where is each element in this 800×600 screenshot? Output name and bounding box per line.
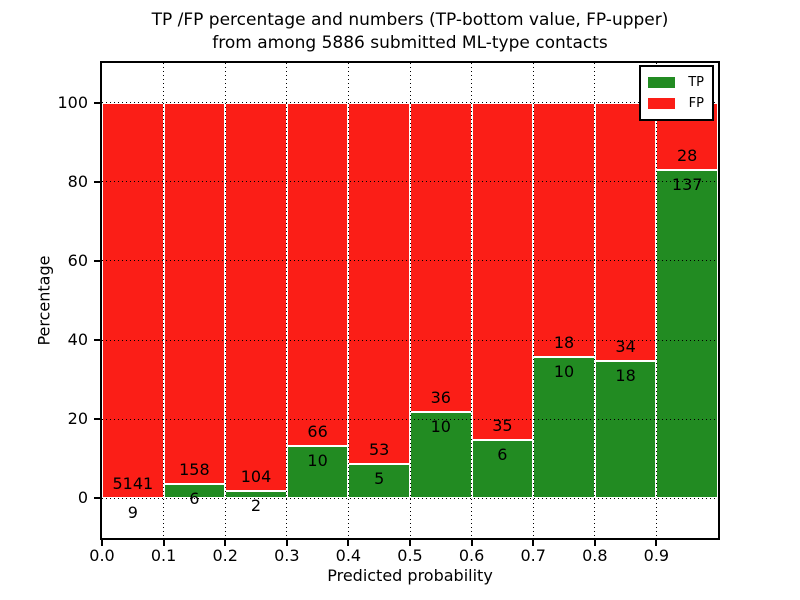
bar-count-fp: 104	[240, 466, 272, 486]
bar-segment-fp	[163, 102, 226, 484]
y-tick-label: 0	[77, 488, 88, 508]
y-tick-mark	[94, 259, 100, 262]
legend-swatch-fp-icon	[648, 98, 675, 109]
y-axis-label: Percentage	[34, 255, 54, 346]
bar-count-tp: 6	[189, 488, 200, 508]
x-tick-mark	[162, 540, 165, 546]
x-tick-label: 0.1	[150, 546, 177, 565]
x-tick-label: 0.5	[397, 546, 423, 565]
bar-segment-fp	[102, 102, 164, 498]
gridline-vertical	[532, 63, 534, 538]
gridline-vertical	[347, 63, 349, 538]
bar-count-fp: 5141	[112, 473, 154, 493]
legend: TP FP	[639, 65, 714, 121]
bar-segment-fp	[471, 102, 534, 441]
bar-count-fp: 28	[677, 145, 698, 165]
x-tick-label: 0.9	[643, 546, 670, 565]
bar-count-fp: 53	[369, 440, 390, 460]
x-tick-mark	[101, 540, 103, 546]
legend-item-tp: TP	[648, 72, 704, 93]
x-tick-label: 0.7	[520, 546, 546, 565]
x-tick-label: 0.6	[458, 546, 485, 565]
bar-segment-tp	[348, 464, 410, 499]
bar-count-fp: 36	[430, 388, 451, 408]
bar-count-tp: 137	[671, 174, 703, 194]
legend-label-fp: FP	[688, 95, 704, 111]
bar-count-fp: 35	[492, 416, 513, 436]
plot-area: 5141 9 158 6 104 2 66 10 53 5 36 10 35 6 18 10 34 18 28 137…	[100, 61, 720, 540]
y-tick-mark	[94, 339, 100, 342]
y-tick-mark	[94, 418, 100, 421]
bar-segment-tp	[286, 446, 349, 499]
bar-segment-tp	[594, 361, 657, 499]
x-tick-mark	[347, 540, 350, 546]
bar-segment-tp	[533, 357, 595, 499]
x-tick-mark	[655, 540, 658, 546]
y-tick-label: 80	[67, 171, 88, 191]
bar-count-tp: 10	[430, 417, 451, 437]
bar-segment-fp	[410, 102, 472, 413]
x-tick-label: 0.2	[212, 546, 238, 565]
legend-item-fp: FP	[648, 93, 704, 114]
gridline-vertical	[471, 63, 473, 538]
x-tick-mark	[593, 540, 596, 546]
bar-segment-tp	[656, 169, 718, 499]
bar-count-tp: 5	[374, 469, 385, 489]
bar-count-fp: 66	[307, 422, 328, 442]
x-tick-mark	[409, 540, 411, 546]
bar-segment-tp	[471, 440, 534, 499]
gridline-vertical	[655, 63, 657, 538]
legend-swatch-tp-icon	[648, 77, 675, 88]
x-tick-mark	[532, 540, 535, 546]
gridline-vertical	[286, 63, 288, 538]
bar-count-tp: 10	[553, 362, 575, 382]
bar-count-fp: 18	[553, 333, 575, 353]
y-tick-mark	[94, 180, 100, 183]
x-tick-label: 0.4	[335, 546, 362, 565]
chart-title-line2: from among 5886 submitted ML-type contac…	[212, 33, 608, 53]
x-tick-mark	[285, 540, 288, 546]
bar-count-tp: 6	[497, 445, 508, 465]
bar-count-tp: 10	[307, 451, 328, 471]
y-tick-mark	[94, 497, 100, 500]
x-tick-label: 0.0	[89, 546, 115, 565]
gridline-vertical	[224, 63, 226, 538]
bar-segment-tp	[410, 412, 472, 499]
x-tick-mark	[470, 540, 473, 546]
bar-segment-fp	[348, 102, 410, 465]
x-tick-mark	[224, 540, 227, 546]
bar-count-fp: 158	[179, 459, 210, 479]
bar-count-tp: 18	[615, 366, 636, 386]
x-tick-label: 0.8	[582, 546, 608, 565]
bar-segment-fp	[594, 102, 657, 362]
bar-segment-tp	[163, 483, 226, 499]
bar-segment-fp	[225, 102, 287, 491]
y-tick-label: 20	[67, 409, 88, 429]
chart-title: TP /FP percentage and numbers (TP-bottom…	[100, 9, 720, 55]
bar-count-fp: 34	[615, 337, 636, 357]
gridline-vertical	[409, 63, 411, 538]
y-tick-mark	[94, 101, 100, 104]
legend-label-tp: TP	[688, 74, 704, 90]
bar-segment-tp	[225, 490, 287, 499]
chart-title-line1: TP /FP percentage and numbers (TP-bottom…	[151, 10, 669, 30]
x-tick-label: 0.3	[274, 546, 300, 565]
y-tick-label: 40	[67, 330, 88, 350]
gridline-vertical	[163, 63, 165, 538]
bar-segment-fp	[533, 102, 595, 358]
bar-count-tp: 2	[250, 495, 262, 515]
gridline-vertical	[594, 63, 596, 538]
bar-count-tp: 9	[127, 502, 138, 522]
x-axis-label: Predicted probability	[327, 566, 493, 585]
y-tick-label: 60	[67, 250, 88, 270]
y-tick-label: 100	[57, 92, 88, 112]
bar-segment-fp	[286, 102, 349, 447]
